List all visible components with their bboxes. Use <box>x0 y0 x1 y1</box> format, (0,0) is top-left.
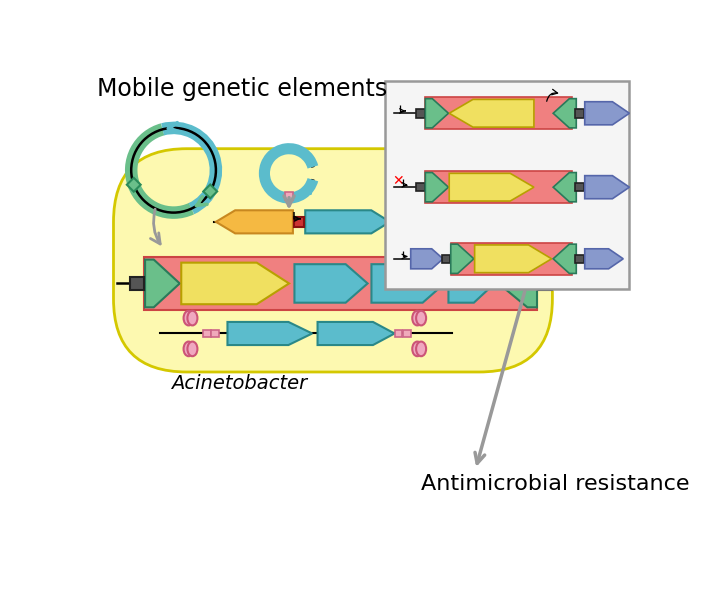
FancyBboxPatch shape <box>113 149 552 372</box>
Polygon shape <box>372 264 445 303</box>
Text: ✕: ✕ <box>393 174 404 188</box>
Text: Acinetobacter: Acinetobacter <box>172 374 308 392</box>
Ellipse shape <box>416 342 426 356</box>
Bar <box>575 255 584 263</box>
Polygon shape <box>474 245 552 272</box>
Ellipse shape <box>412 311 423 326</box>
Bar <box>294 217 304 227</box>
Polygon shape <box>425 99 449 128</box>
Ellipse shape <box>184 311 194 326</box>
Polygon shape <box>585 249 623 269</box>
Polygon shape <box>182 262 289 304</box>
FancyBboxPatch shape <box>145 257 537 310</box>
Bar <box>285 192 293 200</box>
Polygon shape <box>411 249 443 269</box>
Polygon shape <box>228 322 312 345</box>
Polygon shape <box>318 322 394 345</box>
Polygon shape <box>498 259 537 307</box>
Polygon shape <box>306 210 390 233</box>
Ellipse shape <box>187 342 197 356</box>
FancyBboxPatch shape <box>425 97 571 129</box>
Bar <box>403 330 411 337</box>
Bar <box>442 255 450 263</box>
Bar <box>537 277 552 290</box>
Polygon shape <box>145 259 179 307</box>
Polygon shape <box>553 173 576 202</box>
Polygon shape <box>553 99 576 128</box>
Polygon shape <box>450 99 534 127</box>
Polygon shape <box>451 244 474 274</box>
Bar <box>394 330 402 337</box>
Polygon shape <box>127 178 140 191</box>
Bar <box>575 109 584 118</box>
Polygon shape <box>294 264 367 303</box>
Text: Antimicrobial resistance: Antimicrobial resistance <box>421 473 690 493</box>
FancyBboxPatch shape <box>425 171 571 203</box>
Polygon shape <box>216 210 293 233</box>
Bar <box>416 109 425 118</box>
Bar <box>211 330 219 337</box>
Polygon shape <box>203 184 217 199</box>
Polygon shape <box>585 176 630 199</box>
Ellipse shape <box>416 311 426 326</box>
Polygon shape <box>425 173 449 202</box>
FancyBboxPatch shape <box>451 243 572 275</box>
Ellipse shape <box>184 342 194 356</box>
Ellipse shape <box>187 311 197 326</box>
Bar <box>575 183 584 191</box>
FancyBboxPatch shape <box>384 81 630 289</box>
Ellipse shape <box>412 342 423 356</box>
Polygon shape <box>450 173 534 201</box>
Bar <box>203 330 211 337</box>
Bar <box>393 217 401 226</box>
Polygon shape <box>449 264 495 303</box>
Text: Mobile genetic elements: Mobile genetic elements <box>96 77 387 101</box>
Polygon shape <box>585 102 630 125</box>
Polygon shape <box>553 244 576 274</box>
Bar <box>416 183 425 191</box>
Bar <box>130 277 143 290</box>
